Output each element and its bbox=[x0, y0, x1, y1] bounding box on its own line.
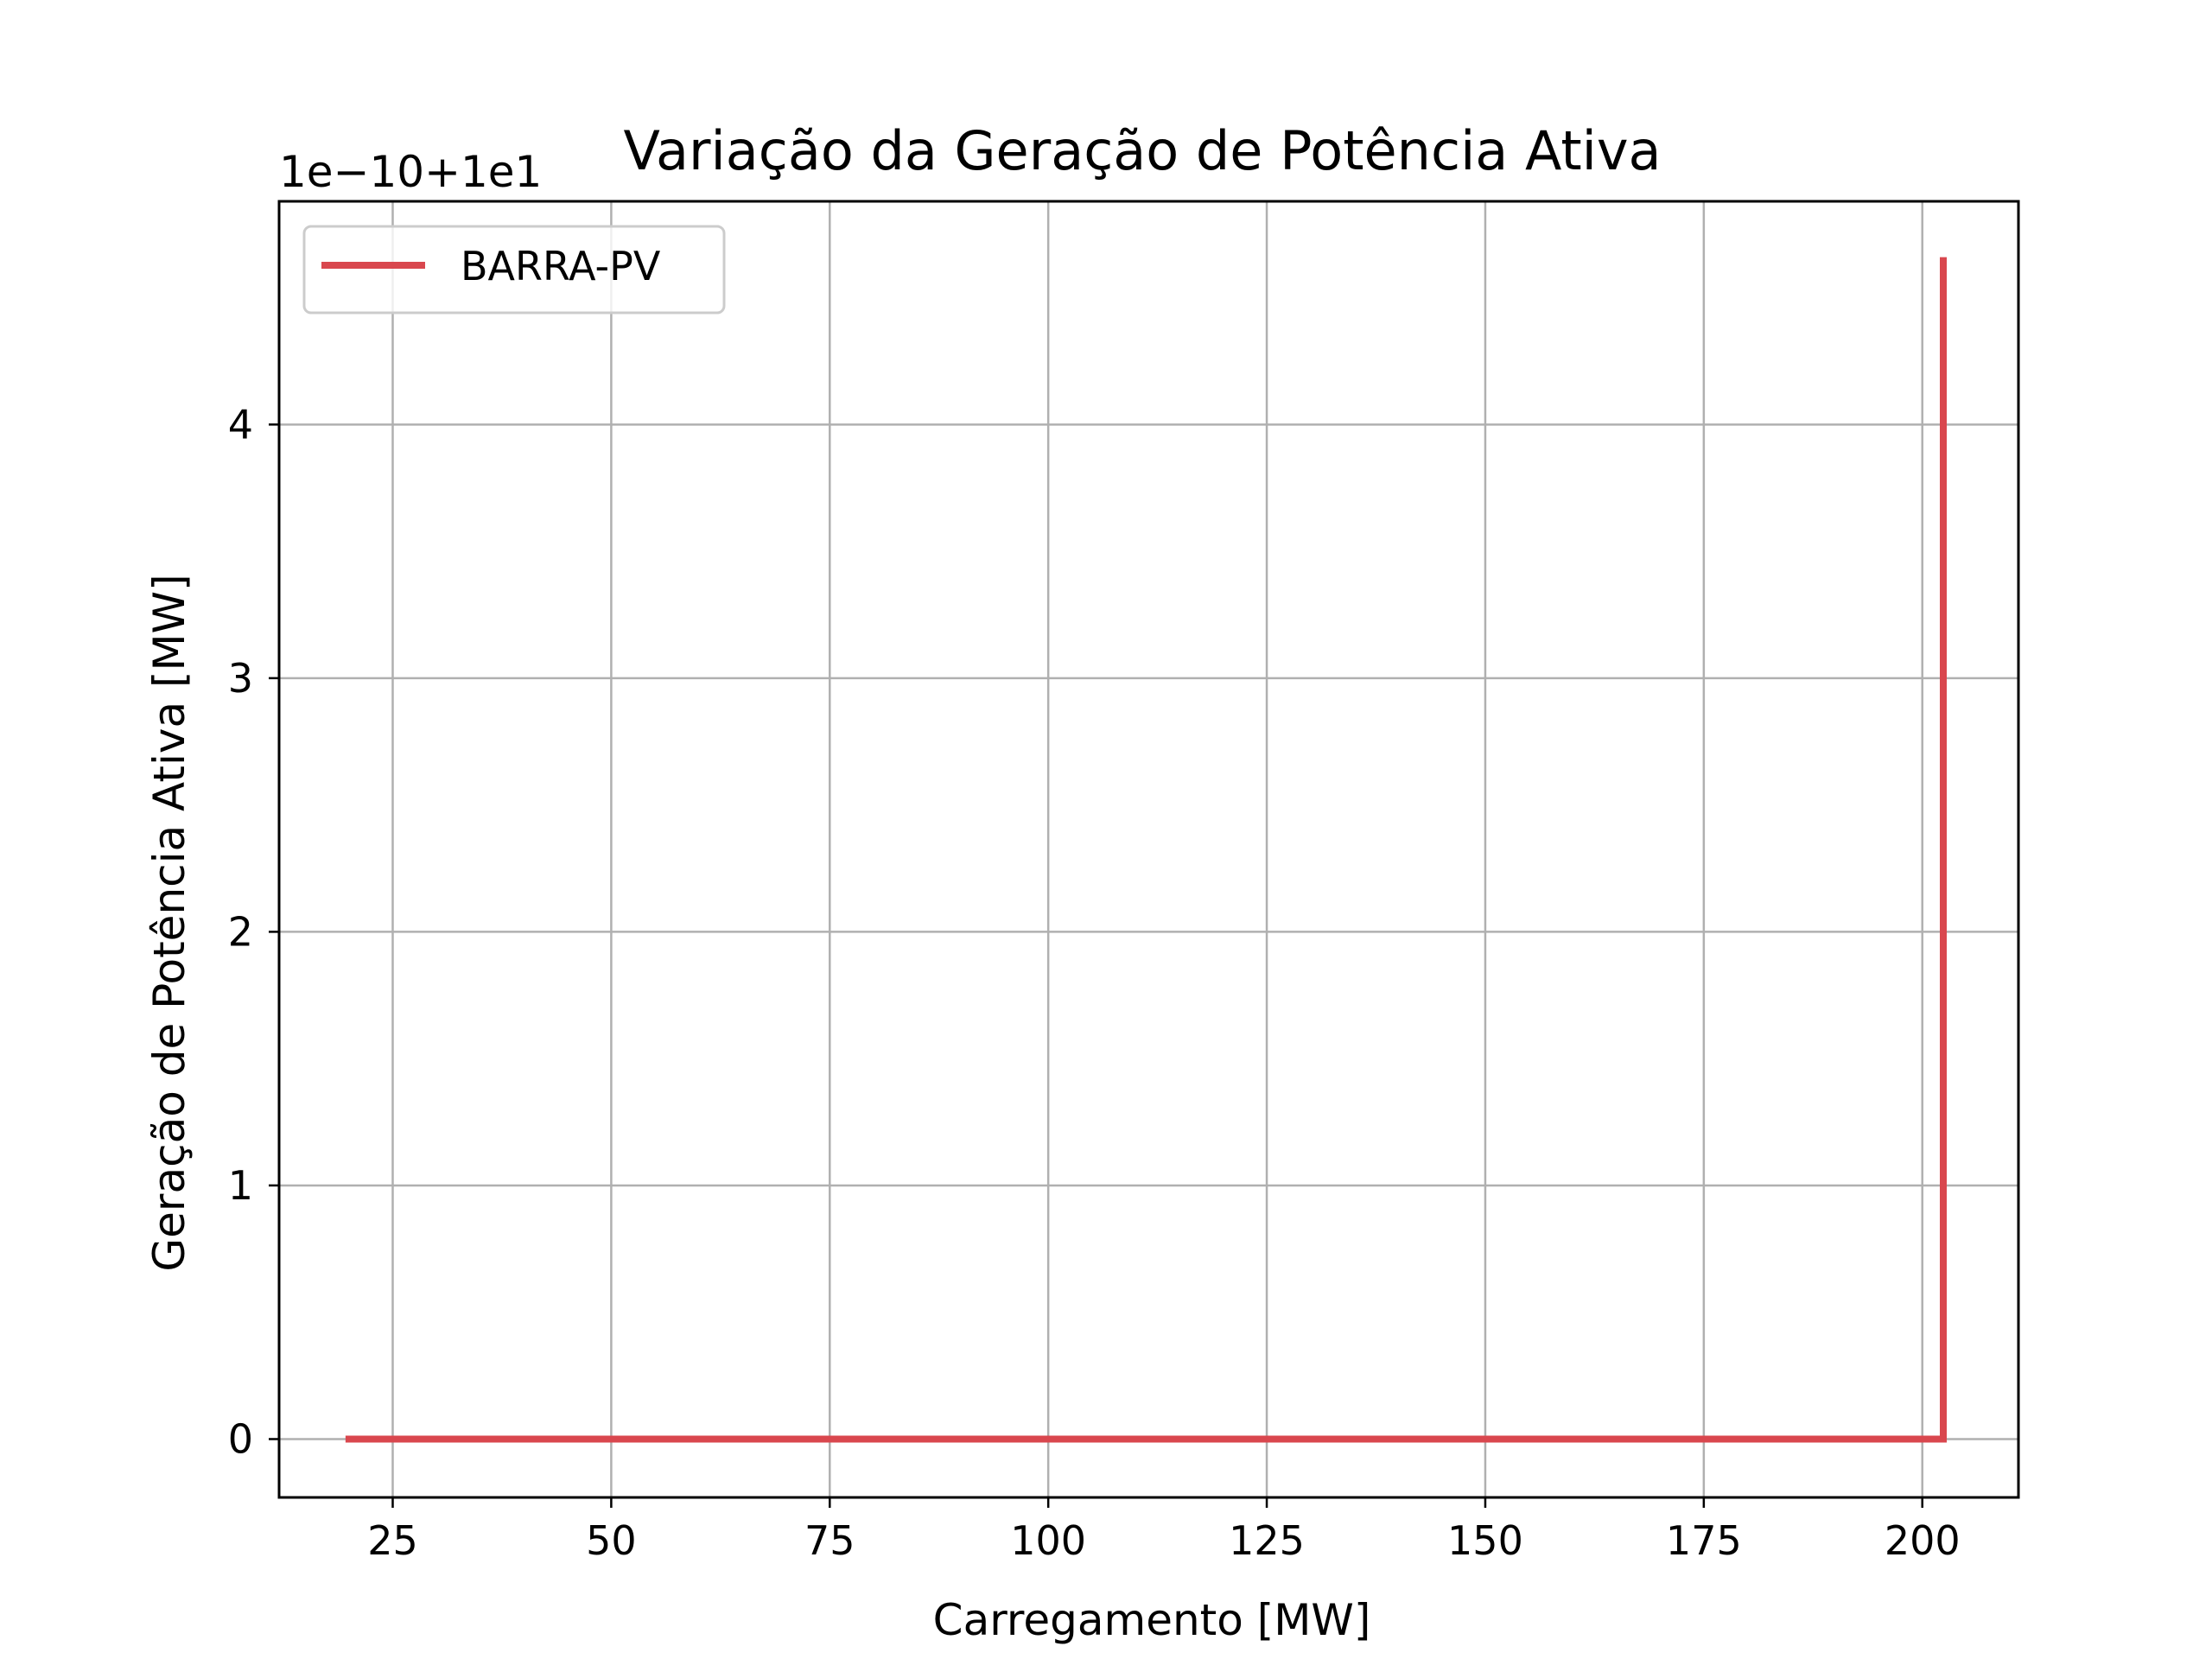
y-tick-label: 2 bbox=[228, 908, 253, 955]
chart-title: Variação da Geração de Potência Ativa bbox=[623, 119, 1661, 182]
y-tick-label: 1 bbox=[228, 1162, 253, 1209]
x-tick-label: 150 bbox=[1447, 1517, 1523, 1564]
legend: BARRA-PV bbox=[302, 225, 726, 315]
y-axis-label: Geração de Potência Ativa [MW] bbox=[144, 574, 194, 1271]
x-tick-label: 175 bbox=[1666, 1517, 1742, 1564]
y-tick-label: 4 bbox=[228, 401, 253, 448]
x-tick-label: 100 bbox=[1010, 1517, 1086, 1564]
y-tick-label: 3 bbox=[228, 655, 253, 702]
legend-label: BARRA-PV bbox=[461, 243, 661, 289]
x-axis-label: Carregamento [MW] bbox=[933, 1595, 1371, 1645]
axis-ticks: 25 50 75 100 125 150 175 200 0 1 2 3 4 bbox=[228, 401, 1961, 1564]
y-tick-label: 0 bbox=[228, 1415, 253, 1462]
y-offset-text: 1e−10+1e1 bbox=[279, 147, 542, 197]
series-line-barra-pv bbox=[345, 257, 1948, 1443]
legend-box bbox=[302, 225, 726, 315]
x-tick-label: 200 bbox=[1885, 1517, 1961, 1564]
series-layer bbox=[345, 257, 1948, 1443]
plot-frame bbox=[277, 200, 2020, 1499]
x-tick-label: 75 bbox=[804, 1517, 855, 1564]
x-tick-label: 25 bbox=[367, 1517, 418, 1564]
x-tick-label: 125 bbox=[1229, 1517, 1305, 1564]
x-tick-label: 50 bbox=[586, 1517, 637, 1564]
